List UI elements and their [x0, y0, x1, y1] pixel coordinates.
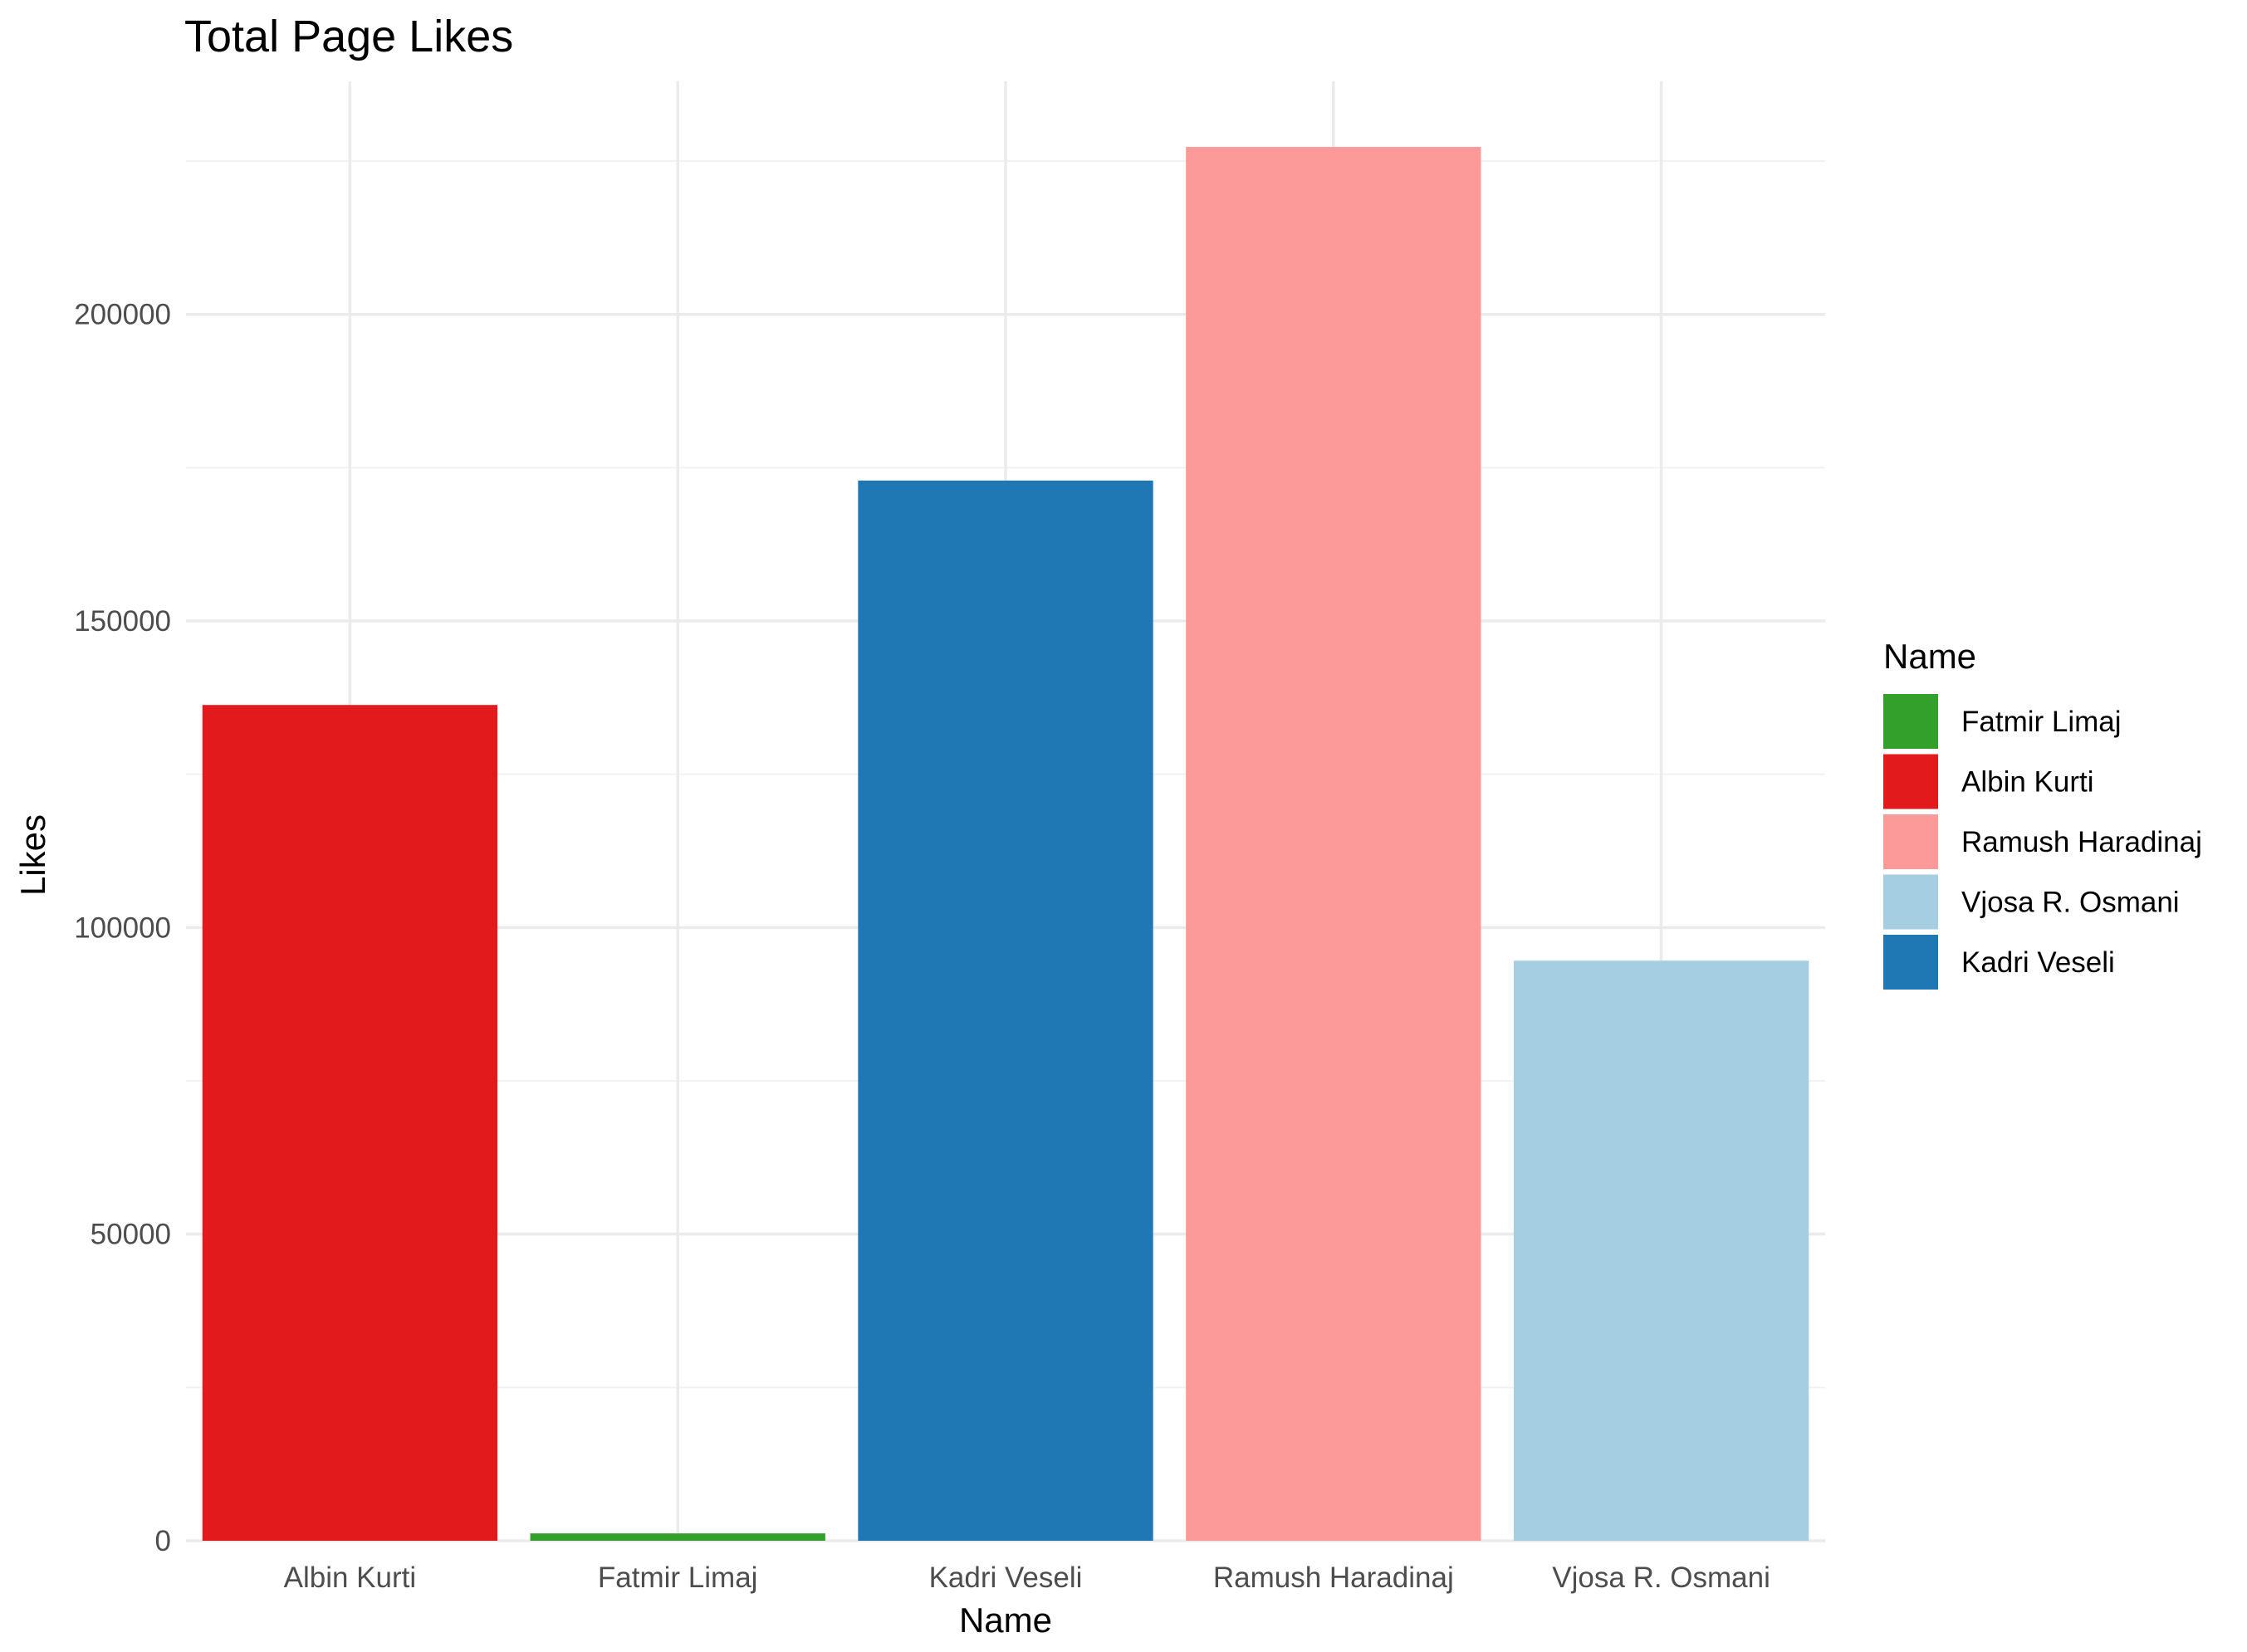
y-tick-label: 0 — [155, 1525, 171, 1557]
legend-key — [1883, 874, 1938, 930]
legend-key — [1883, 814, 1938, 869]
x-axis-ticks: Albin Kurti Fatmir Limaj Kadri Veseli Ramus… — [284, 1562, 1770, 1594]
bar — [202, 705, 498, 1541]
y-axis-title: Likes — [13, 814, 52, 896]
legend-label: Kadri Veseli — [1961, 946, 2115, 979]
legend-label: Albin Kurti — [1961, 766, 2094, 799]
legend-label: Vjosa R. Osmani — [1961, 887, 2180, 919]
bars — [202, 147, 1809, 1541]
bar — [1513, 960, 1809, 1541]
y-tick-label: 50000 — [91, 1219, 171, 1251]
legend-key — [1883, 694, 1938, 749]
bar — [858, 480, 1153, 1541]
bar — [530, 1533, 825, 1541]
x-tick-label: Vjosa R. Osmani — [1552, 1562, 1770, 1594]
y-axis-ticks: 0 50000 100000 150000 200000 — [74, 299, 171, 1557]
y-tick-label: 150000 — [74, 605, 171, 638]
legend-key — [1883, 754, 1938, 809]
legend-label: Fatmir Limaj — [1961, 706, 2122, 738]
y-tick-label: 100000 — [74, 912, 171, 944]
x-tick-label: Fatmir Limaj — [598, 1562, 758, 1594]
legend-entries: Fatmir Limaj Albin Kurti Ramush Haradinaj V… — [1883, 694, 2202, 990]
legend-label: Ramush Haradinaj — [1961, 826, 2202, 858]
legend-title: Name — [1883, 637, 1976, 676]
x-axis-title: Name — [959, 1601, 1052, 1640]
x-tick-label: Albin Kurti — [284, 1562, 417, 1594]
chart-title: Total Page Likes — [184, 12, 513, 61]
legend: Name Fatmir Limaj Albin Kurti Ramush Harad… — [1883, 637, 2202, 990]
y-tick-label: 200000 — [74, 299, 171, 331]
x-tick-label: Kadri Veseli — [929, 1562, 1083, 1594]
bar — [1186, 147, 1481, 1541]
x-tick-label: Ramush Haradinaj — [1213, 1562, 1454, 1594]
legend-key — [1883, 935, 1938, 990]
